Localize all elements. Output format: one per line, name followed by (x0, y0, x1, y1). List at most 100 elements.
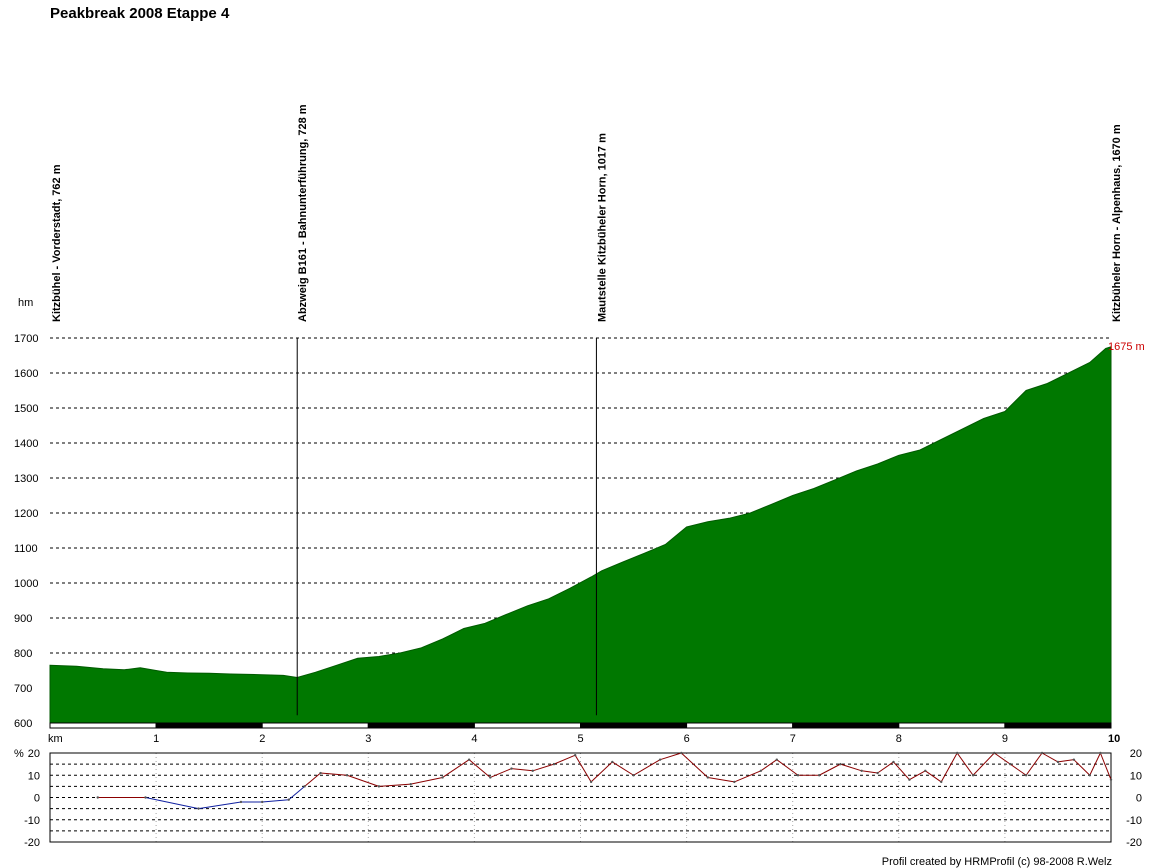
gradient-tick-right: -10 (1126, 815, 1142, 827)
gradient-point (706, 776, 710, 779)
y-tick-label: 1000 (14, 578, 38, 590)
gradient-segment (590, 761, 613, 783)
gradient-tick-left: -20 (24, 837, 40, 849)
gradient-axis-title: % (14, 748, 24, 760)
gradient-point (489, 776, 492, 779)
km-scale-segment (686, 722, 794, 729)
gradient-point (239, 800, 243, 804)
gradient-point (345, 774, 349, 777)
gradient-segment (198, 801, 242, 810)
gradient-segment (994, 752, 1011, 765)
gradient-segment (262, 799, 289, 803)
x-tick-label: 10 (1108, 733, 1120, 745)
gradient-segment (956, 752, 974, 776)
footer-credit: Profil created by HRMProfil (c) 98-2008 … (881, 856, 1112, 868)
gradient-segment (633, 759, 661, 776)
gradient-segment (1099, 752, 1112, 780)
gradient-tick-left: -10 (24, 815, 40, 827)
gradient-point (775, 758, 778, 761)
y-tick-label: 1400 (14, 438, 38, 450)
gradient-segment (410, 776, 443, 785)
gradient-tick-right: 10 (1130, 770, 1142, 782)
gradient-segment (877, 761, 894, 774)
gradient-point (818, 774, 821, 777)
gradient-segment (861, 770, 878, 774)
gradient-tick-right: -20 (1126, 837, 1142, 849)
gradient-point (632, 774, 635, 777)
x-tick-label: 4 (471, 733, 477, 745)
km-scale-segment (155, 722, 263, 729)
km-scale-segment (1004, 722, 1112, 729)
chart-title: Peakbreak 2008 Etappe 4 (50, 5, 230, 22)
gradient-tick-left: 10 (28, 770, 40, 782)
gradient-point (467, 758, 471, 761)
waypoint-label: Mautstelle Kitzbüheler Horn, 1017 m (596, 133, 608, 322)
gradient-point (733, 780, 736, 784)
x-tick-label: 1 (153, 733, 159, 745)
waypoint-label: Abzweig B161 - Bahnunterführung, 728 m (297, 104, 309, 322)
gradient-segment (909, 770, 926, 781)
gradient-point (1088, 774, 1091, 777)
y-axis-title: hm (18, 297, 33, 309)
x-axis-title: km (48, 733, 63, 745)
gradient-segment (680, 752, 709, 778)
x-tick-label: 8 (896, 733, 902, 745)
km-scale-segment (792, 722, 900, 729)
gradient-tick-right: 20 (1130, 748, 1142, 760)
gradient-point (261, 800, 264, 804)
gradient-segment (925, 770, 942, 783)
gradient-point (971, 774, 975, 777)
y-tick-label: 1500 (14, 403, 38, 415)
x-tick-label: 6 (684, 733, 690, 745)
y-tick-label: 1200 (14, 508, 38, 520)
y-tick-label: 600 (14, 718, 32, 730)
gradient-point (796, 774, 800, 777)
gradient-segment (145, 797, 199, 810)
gradient-point (409, 782, 412, 786)
gradient-segment (346, 774, 380, 787)
gradient-tick-left: 20 (28, 748, 40, 760)
gradient-point (441, 776, 444, 779)
gradient-point (1009, 762, 1012, 766)
km-scale-segment (580, 722, 688, 729)
gradient-point (1024, 774, 1028, 777)
gradient-segment (840, 763, 862, 772)
gradient-segment (612, 761, 634, 776)
gradient-point (589, 780, 593, 784)
y-tick-label: 1100 (14, 543, 38, 555)
max-elevation-label: 1675 m (1108, 341, 1145, 353)
elevation-area (49, 346, 1112, 724)
gradient-point (924, 769, 927, 772)
gradient-point (876, 771, 879, 775)
x-tick-label: 2 (259, 733, 265, 745)
km-scale-segment (898, 722, 1006, 729)
gradient-point (759, 769, 763, 772)
gradient-point (993, 751, 996, 755)
gradient-segment (442, 759, 470, 778)
gradient-segment (760, 759, 778, 772)
gradient-segment (378, 783, 411, 787)
gradient-segment (940, 752, 958, 783)
gradient-point (908, 778, 911, 781)
gradient-point (1056, 760, 1060, 764)
gradient-point (839, 762, 842, 766)
gradient-segment (468, 759, 491, 778)
km-scale-segment (367, 722, 475, 729)
gradient-point (1040, 751, 1044, 755)
gradient-point (955, 751, 959, 755)
gradient-point (303, 785, 306, 788)
gradient-segment (1041, 752, 1059, 763)
gradient-segment (972, 752, 995, 776)
gradient-point (144, 796, 147, 799)
gradient-point (510, 767, 513, 770)
y-tick-label: 1300 (14, 473, 38, 485)
gradient-point (658, 758, 662, 761)
gradient-segment (734, 770, 762, 783)
gradient-point (680, 751, 683, 755)
gradient-point (611, 760, 614, 764)
gradient-segment (511, 768, 533, 772)
gradient-point (940, 780, 943, 784)
gradient-segment (1057, 759, 1074, 763)
gradient-segment (288, 785, 305, 801)
